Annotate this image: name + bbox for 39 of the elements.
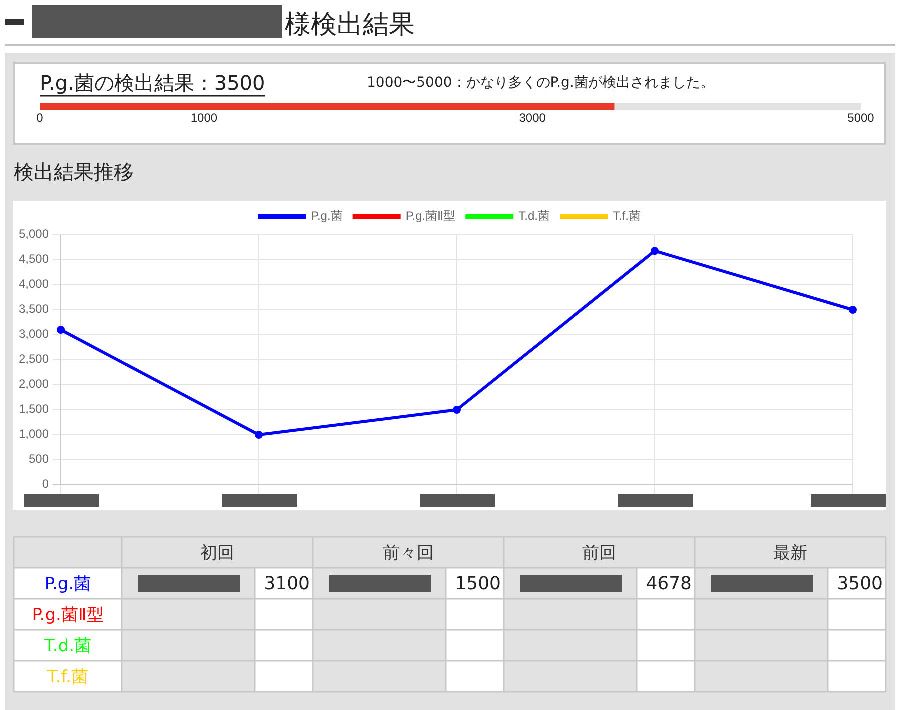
y-tick-label: 3,000 (18, 327, 50, 342)
x-tick-label: 1000 (190, 111, 218, 125)
point (255, 431, 263, 439)
legend-label: P.g.菌Ⅱ型 (406, 209, 456, 224)
y-tick-label: 2,500 (18, 352, 50, 366)
chart-title: 様検出結果 (285, 10, 415, 40)
point (651, 247, 659, 256)
category-label: 前回 (582, 543, 616, 564)
data-label: 3100 (264, 573, 310, 594)
legend-label: P.g.菌 (311, 209, 343, 224)
series-label: P.g.菌 (44, 574, 92, 594)
y-tick-label: 500 (28, 452, 50, 466)
text: P.g.菌Ⅱ型 (32, 605, 104, 626)
y-tick-label: 2,000 (18, 377, 50, 392)
chart-title: 検出結果推移 (14, 160, 134, 184)
y-tick-label: 1,500 (18, 402, 50, 416)
y-tick-label: 4,500 (18, 252, 50, 266)
y-tick-label: 1,000 (18, 427, 50, 442)
legend-label: T.f.菌 (612, 209, 641, 224)
y-tick-label: 0 (42, 477, 50, 492)
y-tick-label: 5,000 (18, 227, 50, 242)
data-label: 1500 (455, 573, 501, 594)
category-label: 初回 (200, 543, 234, 564)
y-tick-label: 4,000 (18, 277, 50, 292)
x-tick-label: 5000 (848, 111, 875, 125)
text: T.d.菌 (44, 636, 92, 656)
chart-subtitle: P.g.菌の検出結果：3500 (40, 71, 266, 95)
x-tick-label: 3000 (519, 111, 546, 125)
category-label: 前々回 (383, 543, 434, 564)
point (57, 326, 65, 334)
data-label: 3500 (837, 573, 883, 594)
category-label: 最新 (774, 543, 808, 564)
legend-label: T.d.菌 (518, 209, 550, 224)
point (849, 306, 857, 314)
point (453, 406, 461, 414)
text: T.f.菌 (46, 667, 88, 688)
y-tick-label: 3,500 (18, 302, 50, 316)
text: 1000〜5000：かなり多くのP.g.菌が検出されました。 (367, 75, 714, 91)
data-label: 4678 (646, 573, 692, 594)
